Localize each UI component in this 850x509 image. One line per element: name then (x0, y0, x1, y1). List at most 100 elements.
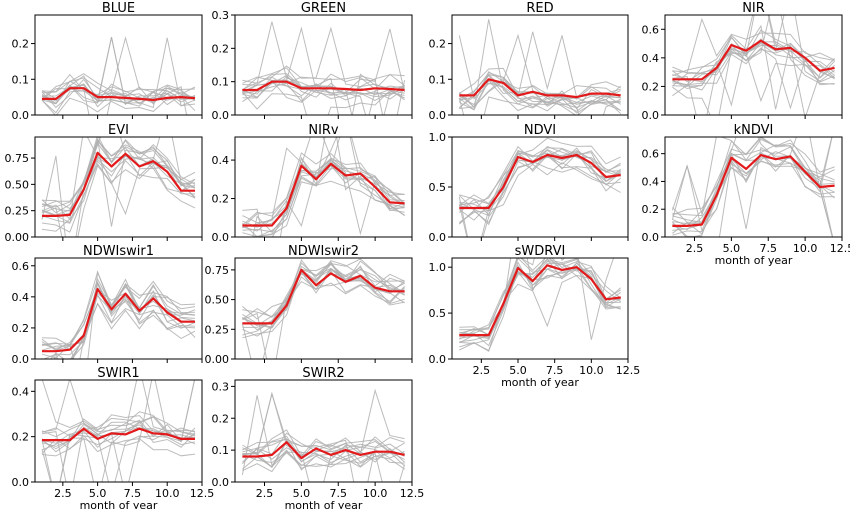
sample-trace (41, 411, 196, 438)
sample-trace (459, 151, 622, 217)
sample-trace (41, 137, 196, 208)
sample-trace (672, 24, 835, 110)
x-tick-label: 5.0 (293, 487, 311, 500)
subplot-title: SWIR1 (97, 366, 139, 381)
sample-trace (459, 151, 621, 212)
sample-trace (242, 161, 405, 233)
sample-trace (242, 441, 406, 482)
subplot-evi: EVI 0.00 0.25 0.50 0.75 (5, 123, 203, 244)
sample-trace (672, 17, 835, 74)
y-tick-label: 0.2 (429, 38, 447, 51)
x-tick-label: 7.5 (760, 242, 778, 255)
sample-trace (41, 137, 196, 221)
sample-trace (458, 77, 621, 108)
y-tick-label: 0.0 (429, 353, 447, 366)
sample-trace (242, 73, 405, 115)
sample-trace (41, 137, 196, 208)
mean-line (42, 427, 195, 442)
sample-trace (242, 262, 405, 328)
mean-line (459, 264, 621, 337)
sample-trace (458, 96, 621, 115)
sample-trace (41, 421, 196, 448)
y-tick-label: 0.0 (12, 353, 30, 366)
x-tick-label: 10.0 (155, 487, 180, 500)
sample-trace (242, 391, 405, 482)
x-tick-label: 12.5 (830, 242, 850, 255)
x-tick-label: 10.0 (793, 242, 818, 255)
subplot-title: GREEN (301, 1, 346, 16)
sample-trace (41, 35, 196, 94)
y-tick-label: 0.5 (429, 307, 447, 320)
axes-frame (664, 136, 843, 238)
subplot-title: NDVI (524, 123, 556, 138)
sample-trace (41, 36, 196, 105)
mean-line (42, 151, 195, 217)
sample-trace (459, 31, 621, 99)
x-tick-label: 2.5 (686, 242, 704, 255)
subplot-swir1: SWIR1 0.0 0.2 0.4 2.5 5.0 7.5 10.0 12.5 month of … (12, 366, 215, 509)
y-tick-label: 0.00 (205, 353, 230, 366)
y-tick-label: 0.2 (642, 80, 660, 93)
y-tick-label: 0.6 (642, 23, 660, 36)
sample-trace (41, 287, 196, 359)
x-tick-label: 2.5 (256, 487, 274, 500)
y-tick-label: 1.0 (429, 131, 447, 144)
sample-traces (459, 258, 622, 352)
sample-trace (69, 302, 196, 359)
sample-trace (242, 89, 405, 115)
axes-frame (34, 14, 203, 116)
x-tick-label: 5.0 (89, 487, 107, 500)
y-tick-label: 0.1 (212, 76, 230, 89)
y-tick-label: 0.0 (212, 109, 230, 122)
x-tick-label: 2.5 (473, 364, 491, 377)
sample-trace (41, 139, 196, 210)
sample-trace (458, 79, 621, 112)
x-tick-label: 12.5 (616, 364, 641, 377)
sample-trace (242, 276, 405, 331)
mean-line (242, 268, 405, 325)
subplot-title: NDWIswir2 (288, 244, 359, 259)
y-tick-label: 0.0 (12, 476, 30, 489)
y-tick-label: 0.4 (642, 52, 660, 65)
y-tick-label: 0.75 (205, 264, 230, 277)
x-axis-label: month of year (715, 254, 793, 267)
mean-line (242, 441, 405, 460)
y-tick-label: 0.00 (5, 231, 30, 244)
sample-trace (459, 137, 621, 205)
sample-trace (41, 283, 196, 351)
sample-trace (459, 258, 621, 340)
y-tick-label: 0.2 (12, 322, 30, 335)
sample-traces (242, 21, 406, 115)
y-tick-label: 0.1 (429, 73, 447, 86)
subplot-title: RED (526, 1, 553, 16)
axes-frame (234, 136, 413, 238)
y-tick-label: 0.25 (205, 323, 230, 336)
x-tick-label: 12.5 (190, 487, 215, 500)
subplot-green: GREEN 0.0 0.1 0.2 0.3 (212, 1, 413, 122)
sample-trace (672, 48, 835, 103)
y-tick-label: 0.6 (12, 260, 30, 273)
sample-trace (672, 160, 835, 236)
sample-trace (671, 137, 833, 216)
y-tick-label: 0.0 (642, 231, 660, 244)
sample-trace (672, 144, 835, 216)
subplot-title: EVI (108, 123, 129, 138)
y-tick-label: 0.2 (12, 38, 30, 51)
subplot-swir2: SWIR2 0.0 0.1 0.2 0.3 2.5 5.0 7.5 10.0 12.5 month … (212, 366, 425, 509)
x-tick-label: 2.5 (54, 487, 72, 500)
y-tick-label: 0.4 (642, 175, 660, 188)
subplot-ndwiswir2: NDWIswir2 0.00 0.25 0.50 0.75 (205, 244, 413, 366)
mean-line (242, 162, 405, 227)
sample-trace (459, 264, 621, 345)
x-tick-label: 5.0 (509, 364, 527, 377)
sample-trace (242, 440, 405, 463)
sample-trace (459, 74, 621, 108)
y-tick-label: 0.3 (212, 9, 230, 22)
subplot-title: sWDRVI (515, 244, 566, 259)
y-tick-label: 0.0 (429, 231, 447, 244)
x-axis-label: month of year (501, 376, 579, 389)
y-tick-label: 0.1 (12, 73, 30, 86)
sample-traces (41, 270, 196, 359)
y-tick-label: 0.2 (212, 412, 230, 425)
